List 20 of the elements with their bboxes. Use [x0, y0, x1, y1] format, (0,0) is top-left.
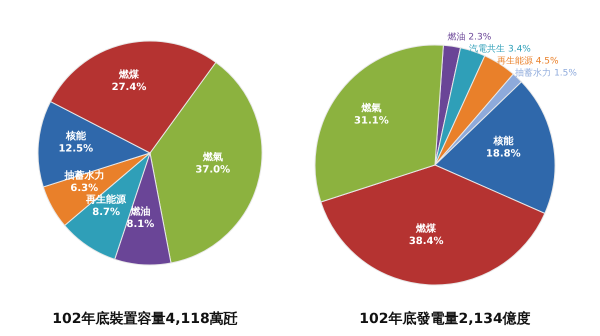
data-label: 38.4% — [408, 236, 444, 247]
data-label: 8.7% — [92, 207, 120, 218]
slice-label: 抽蓄水力 1.5% — [515, 68, 578, 79]
data-label: 31.1% — [354, 116, 389, 127]
text: 102年底裝置容量4,118萬瓩 — [51, 310, 239, 328]
data-label: 37.0% — [195, 164, 230, 176]
data-label: 27.4% — [112, 82, 146, 93]
slice-label: 燃油 2.3% — [448, 32, 492, 43]
slice-label: 核能 — [64, 130, 87, 142]
data-label: 8.1% — [126, 218, 154, 230]
data-label: 6.3% — [70, 183, 98, 194]
data-label: 18.8% — [486, 148, 521, 160]
slice-label: 燃煤 — [415, 222, 438, 234]
text: 102年底發電量2,134億度 — [358, 310, 532, 328]
slice-label: 燃氣 — [360, 102, 382, 114]
data-label: 12.5% — [58, 144, 94, 155]
slice-label: 燃煤 — [118, 68, 140, 80]
slice-label: 核能 — [492, 135, 514, 148]
slice-label: 再生能源 4.5% — [496, 56, 560, 67]
slice-label: 燃氣 — [202, 151, 223, 164]
